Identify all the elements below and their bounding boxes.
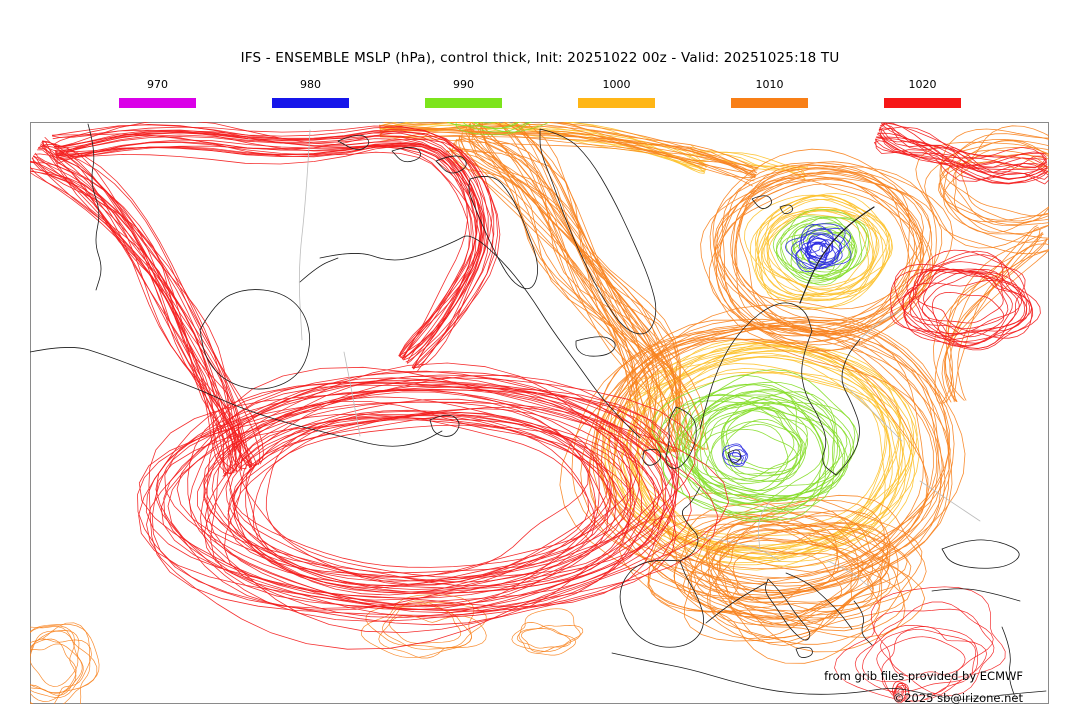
legend-swatch <box>884 98 961 108</box>
legend-label: 1020 <box>908 78 937 91</box>
legend-swatch <box>425 98 502 108</box>
legend-item: 1020 <box>884 78 961 108</box>
legend-item: 1000 <box>578 78 655 108</box>
legend-label: 970 <box>147 78 168 91</box>
legend-item: 970 <box>119 78 196 108</box>
legend-label: 1000 <box>602 78 631 91</box>
map-credit-copyright: ©2025 sb@irizone.net <box>892 691 1023 705</box>
legend-label: 1010 <box>755 78 784 91</box>
legend-item: 1010 <box>731 78 808 108</box>
legend-swatch <box>578 98 655 108</box>
page-title: IFS - ENSEMBLE MSLP (hPa), control thick… <box>240 50 840 66</box>
legend-item: 980 <box>272 78 349 108</box>
legend-swatch <box>272 98 349 108</box>
legend: 970 980 990 1000 1010 1020 <box>119 78 961 108</box>
legend-label: 990 <box>453 78 474 91</box>
legend-swatch <box>119 98 196 108</box>
legend-swatch <box>731 98 808 108</box>
legend-item: 990 <box>425 78 502 108</box>
map-credit-provider: from grib files provided by ECMWF <box>824 669 1023 683</box>
legend-label: 980 <box>300 78 321 91</box>
